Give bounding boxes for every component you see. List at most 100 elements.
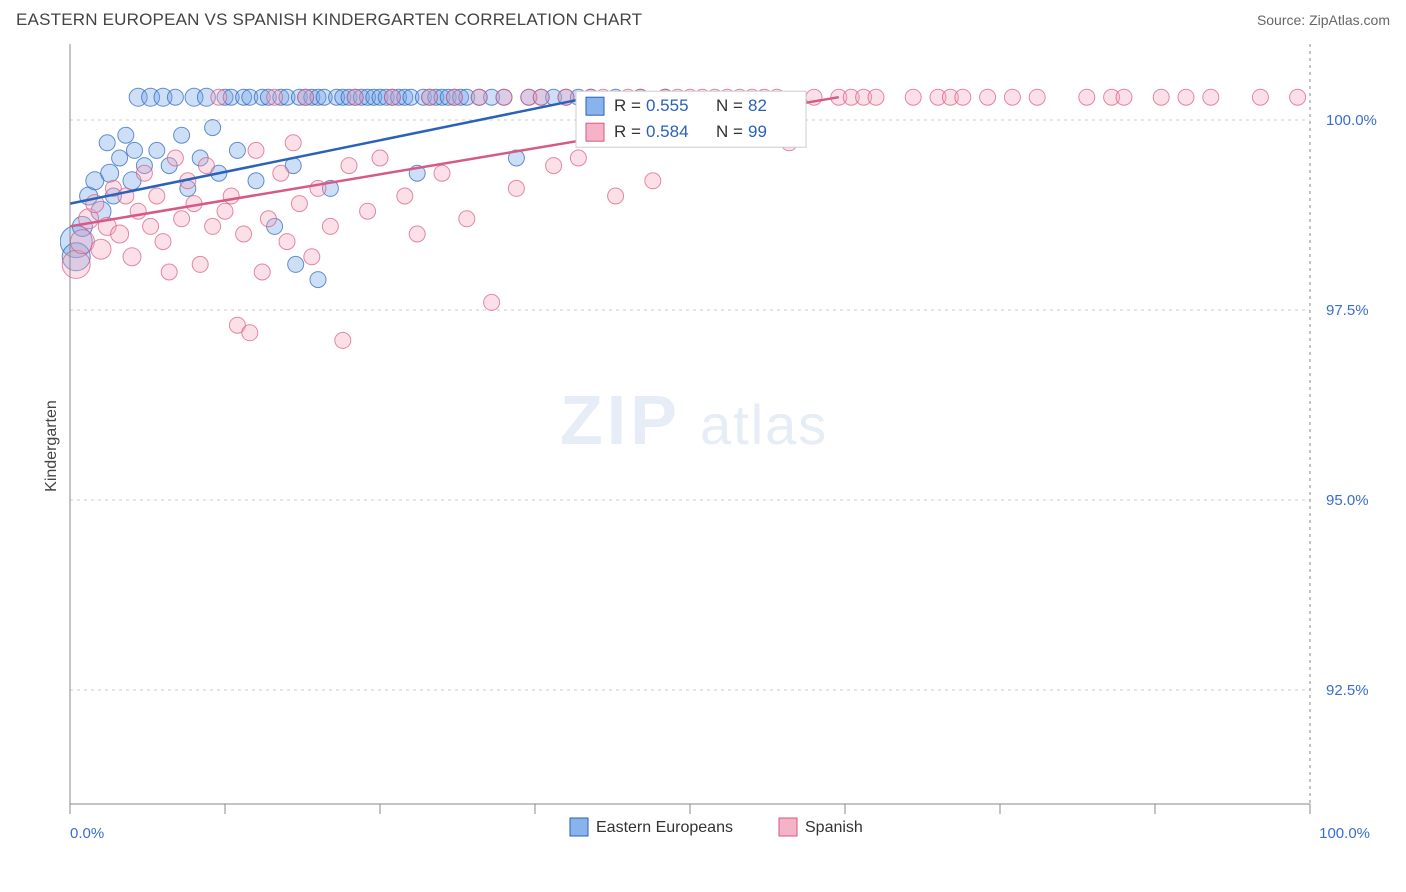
data-point <box>298 89 314 105</box>
data-point <box>384 89 400 105</box>
svg-text:atlas: atlas <box>700 393 828 456</box>
data-point <box>422 89 438 105</box>
data-point <box>273 165 289 181</box>
source-label: Source: <box>1257 12 1305 28</box>
data-point <box>198 158 214 174</box>
y-axis-label: Kindergarten <box>43 400 61 492</box>
y-tick-label: 95.0% <box>1326 492 1369 509</box>
data-point <box>167 150 183 166</box>
chart-header: EASTERN EUROPEAN VS SPANISH KINDERGARTEN… <box>0 0 1406 34</box>
stats-swatch <box>586 123 604 141</box>
legend-label: Eastern Europeans <box>596 819 733 836</box>
legend-swatch <box>779 818 797 836</box>
stats-r-value: 0.555 <box>646 96 689 115</box>
data-point <box>905 89 921 105</box>
data-point <box>335 332 351 348</box>
data-point <box>372 150 388 166</box>
data-point <box>1079 89 1095 105</box>
data-point <box>149 188 165 204</box>
data-point <box>242 325 258 341</box>
data-point <box>409 226 425 242</box>
data-point <box>533 89 549 105</box>
data-point <box>360 203 376 219</box>
data-point <box>291 196 307 212</box>
data-point <box>570 150 586 166</box>
scatter-chart: ZIP atlas 0.0% 100.0% 92.5% 95.0% 97.5% 100.0% R… <box>60 34 1386 864</box>
data-point <box>1290 89 1306 105</box>
data-point <box>248 173 264 189</box>
stats-n-label: N = <box>716 96 743 115</box>
data-point <box>1029 89 1045 105</box>
x-tick-label: 0.0% <box>70 825 104 842</box>
data-point <box>62 250 90 278</box>
data-point <box>254 264 270 280</box>
data-point <box>205 120 221 136</box>
data-point <box>1203 89 1219 105</box>
data-point <box>123 248 141 266</box>
stats-n-label: N = <box>716 122 743 141</box>
data-point <box>980 89 996 105</box>
data-point <box>174 211 190 227</box>
stats-box <box>576 91 806 147</box>
data-point <box>248 142 264 158</box>
stats-n-value: 99 <box>748 122 767 141</box>
data-point <box>91 239 111 259</box>
data-point <box>279 234 295 250</box>
data-point <box>434 165 450 181</box>
data-point <box>484 294 500 310</box>
data-point <box>1004 89 1020 105</box>
stats-swatch <box>586 97 604 115</box>
stats-r-label: R = <box>614 96 641 115</box>
data-point <box>304 249 320 265</box>
stats-r-value: 0.584 <box>646 122 689 141</box>
svg-text:ZIP: ZIP <box>560 381 681 459</box>
data-point <box>955 89 971 105</box>
data-point <box>322 218 338 234</box>
source-link[interactable]: ZipAtlas.com <box>1309 12 1390 28</box>
data-point <box>341 158 357 174</box>
data-point <box>126 142 142 158</box>
chart-container: ZIPatlas0.0%100.0%92.5%95.0%97.5%100.0%R… <box>60 34 1386 824</box>
data-point <box>288 256 304 272</box>
data-point <box>223 188 239 204</box>
data-point <box>608 188 624 204</box>
y-tick-label: 97.5% <box>1326 302 1369 319</box>
data-point <box>174 127 190 143</box>
data-point <box>111 225 129 243</box>
data-point <box>267 89 283 105</box>
data-point <box>155 234 171 250</box>
legend-label: Spanish <box>805 819 863 836</box>
data-point <box>149 142 165 158</box>
data-point <box>101 164 119 182</box>
data-point <box>868 89 884 105</box>
data-point <box>347 89 363 105</box>
data-point <box>459 211 475 227</box>
y-tick-label: 100.0% <box>1326 112 1377 129</box>
data-point <box>446 89 462 105</box>
data-point <box>1252 89 1268 105</box>
data-point <box>471 89 487 105</box>
data-point <box>1116 89 1132 105</box>
data-point <box>217 203 233 219</box>
data-point <box>167 89 183 105</box>
data-point <box>205 218 221 234</box>
data-point <box>236 226 252 242</box>
data-point <box>112 150 128 166</box>
data-point <box>136 165 152 181</box>
data-point <box>1153 89 1169 105</box>
data-point <box>285 135 301 151</box>
data-point <box>546 158 562 174</box>
data-point <box>118 127 134 143</box>
source-attribution: Source: ZipAtlas.com <box>1257 12 1390 28</box>
stats-r-label: R = <box>614 122 641 141</box>
data-point <box>143 218 159 234</box>
y-tick-label: 92.5% <box>1326 682 1369 699</box>
data-point <box>508 180 524 196</box>
data-point <box>645 173 661 189</box>
legend-swatch <box>570 818 588 836</box>
data-point <box>496 89 512 105</box>
data-point <box>397 188 413 204</box>
data-point <box>310 272 326 288</box>
x-tick-label: 100.0% <box>1319 825 1370 842</box>
data-point <box>260 211 276 227</box>
